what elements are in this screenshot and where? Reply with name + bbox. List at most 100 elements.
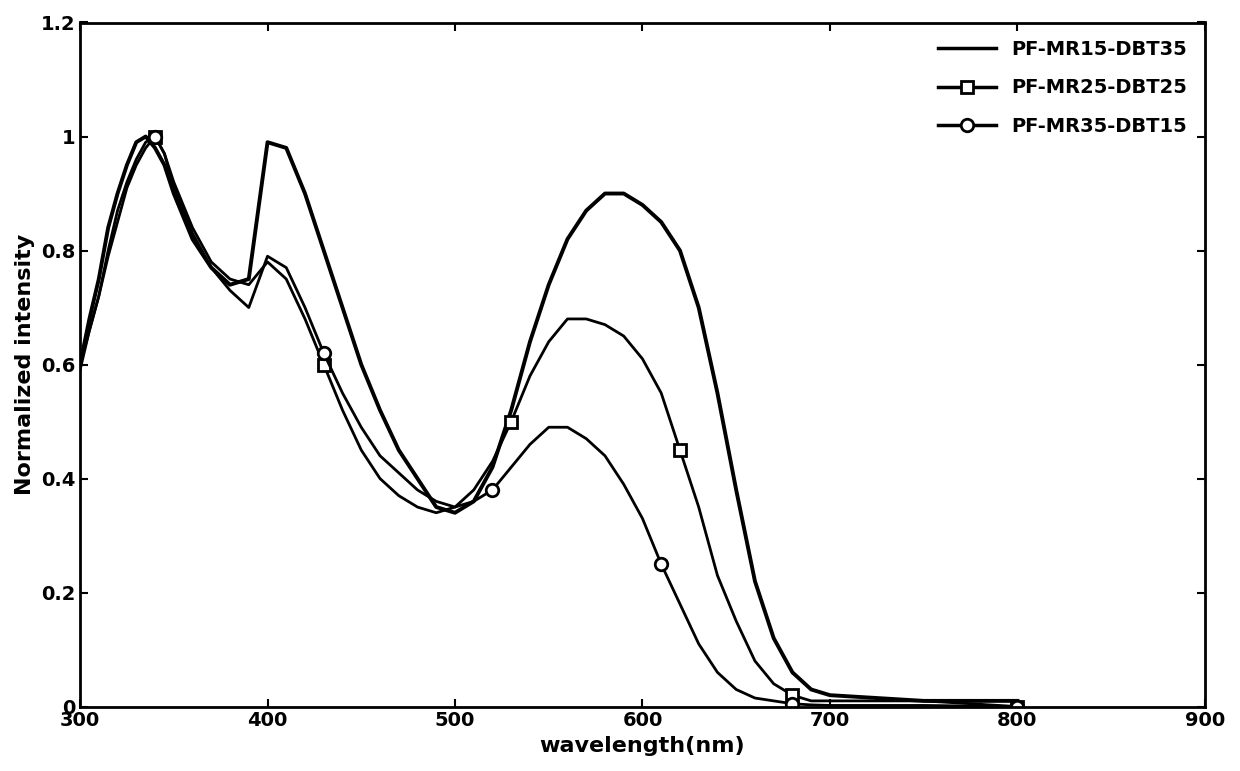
PF-MR25-DBT25 [279,274,294,284]
PF-MR15-DBT35 [82,315,97,324]
PF-MR15-DBT35 [822,691,837,700]
PF-MR25-DBT25 [598,320,613,329]
PF-MR25-DBT25 [242,280,257,289]
PF-MR25-DBT25 [448,503,463,512]
PF-MR15-DBT35 [129,137,144,146]
PF-MR15-DBT35 [766,634,781,643]
Legend: PF-MR15-DBT35, PF-MR25-DBT25, PF-MR35-DBT15: PF-MR15-DBT35, PF-MR25-DBT25, PF-MR35-DB… [930,32,1195,143]
PF-MR25-DBT25 [503,417,518,426]
PF-MR25-DBT25 [485,457,500,466]
PF-MR25-DBT25 [410,503,425,512]
PF-MR15-DBT35 [92,274,107,284]
PF-MR25-DBT25 [729,617,744,626]
PF-MR25-DBT25 [335,406,350,415]
PF-MR15-DBT35 [166,189,181,198]
PF-MR15-DBT35 [560,234,575,244]
PF-MR35-DBT15 [166,183,181,193]
PF-MR15-DBT35 [522,337,537,346]
PF-MR35-DBT15 [560,423,575,432]
PF-MR15-DBT35 [748,577,763,586]
PF-MR25-DBT25 [129,155,144,164]
PF-MR15-DBT35 [298,189,312,198]
PF-MR35-DBT15 [579,434,594,443]
PF-MR15-DBT35 [260,137,275,146]
PF-MR25-DBT25 [353,446,368,455]
PF-MR25-DBT25 [166,177,181,187]
PF-MR15-DBT35 [711,389,725,398]
PF-MR35-DBT15 [822,701,837,710]
PF-MR15-DBT35 [100,223,115,232]
PF-MR15-DBT35 [157,160,172,170]
PF-MR35-DBT15 [711,668,725,677]
PF-MR35-DBT15 [653,560,668,569]
PF-MR35-DBT15 [222,286,237,295]
PF-MR25-DBT25 [100,246,115,255]
PF-MR15-DBT35 [672,246,687,255]
PF-MR35-DBT15 [372,451,387,460]
PF-MR35-DBT15 [110,217,125,227]
PF-MR25-DBT25 [616,332,631,341]
PF-MR25-DBT25 [392,491,407,500]
PF-MR15-DBT35 [392,446,407,455]
PF-MR35-DBT15 [260,251,275,261]
PF-MR25-DBT25 [560,315,575,324]
PF-MR15-DBT35 [653,217,668,227]
PF-MR35-DBT15 [100,251,115,261]
PF-MR15-DBT35 [466,497,481,506]
PF-MR15-DBT35 [335,303,350,312]
PF-MR35-DBT15 [766,696,781,705]
PF-MR25-DBT25 [916,696,931,705]
PF-MR25-DBT25 [298,315,312,324]
PF-MR35-DBT15 [542,423,557,432]
Line: PF-MR35-DBT15: PF-MR35-DBT15 [74,130,1024,713]
PF-MR15-DBT35 [916,696,931,705]
PF-MR15-DBT35 [222,280,237,289]
PF-MR25-DBT25 [711,571,725,580]
Line: PF-MR25-DBT25: PF-MR25-DBT25 [74,130,1024,713]
PF-MR35-DBT15 [635,513,650,523]
PF-MR15-DBT35 [635,200,650,210]
PF-MR15-DBT35 [1009,696,1024,705]
PF-MR15-DBT35 [579,206,594,215]
PF-MR35-DBT15 [157,149,172,158]
PF-MR25-DBT25 [203,258,218,267]
PF-MR15-DBT35 [542,280,557,289]
PF-MR25-DBT25 [82,325,97,335]
PF-MR35-DBT15 [448,503,463,512]
PF-MR15-DBT35 [110,189,125,198]
PF-MR25-DBT25 [222,274,237,284]
PF-MR15-DBT35 [503,406,518,415]
X-axis label: wavelength(nm): wavelength(nm) [539,736,745,756]
PF-MR35-DBT15 [353,423,368,432]
PF-MR35-DBT15 [616,480,631,489]
PF-MR35-DBT15 [148,132,162,141]
PF-MR35-DBT15 [729,685,744,694]
PF-MR25-DBT25 [429,508,444,517]
PF-MR25-DBT25 [73,365,88,375]
PF-MR25-DBT25 [691,503,706,512]
PF-MR25-DBT25 [822,696,837,705]
PF-MR15-DBT35 [729,485,744,494]
PF-MR35-DBT15 [522,439,537,449]
PF-MR15-DBT35 [372,406,387,415]
PF-MR25-DBT25 [579,315,594,324]
PF-MR35-DBT15 [429,497,444,506]
PF-MR15-DBT35 [242,274,257,284]
PF-MR25-DBT25 [766,679,781,689]
PF-MR25-DBT25 [119,177,134,187]
PF-MR35-DBT15 [691,639,706,648]
PF-MR25-DBT25 [466,485,481,494]
PF-MR15-DBT35 [73,360,88,369]
PF-MR25-DBT25 [138,137,153,146]
PF-MR25-DBT25 [635,354,650,363]
PF-MR35-DBT15 [916,701,931,710]
Y-axis label: Normalized intensity: Normalized intensity [15,234,35,495]
PF-MR15-DBT35 [410,474,425,483]
PF-MR35-DBT15 [1009,702,1024,711]
PF-MR35-DBT15 [316,348,331,358]
PF-MR25-DBT25 [260,258,275,267]
PF-MR35-DBT15 [92,291,107,301]
PF-MR35-DBT15 [748,693,763,702]
PF-MR15-DBT35 [785,668,800,677]
PF-MR25-DBT25 [185,223,200,232]
